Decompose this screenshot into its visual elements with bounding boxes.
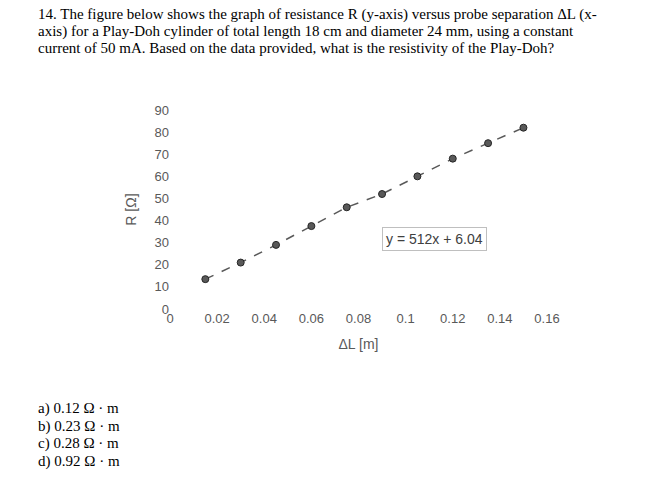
svg-text:60: 60 xyxy=(155,169,169,184)
svg-text:30: 30 xyxy=(155,235,169,250)
svg-text:40: 40 xyxy=(155,213,169,228)
svg-text:0.1: 0.1 xyxy=(397,311,415,326)
svg-text:10: 10 xyxy=(155,279,169,294)
html-text:b) 0.23 Ω · m: b) 0.23 Ω · m xyxy=(38,417,120,434)
html-text:axis) for a Play-Doh cylinder: axis) for a Play-Doh cylinder of total l… xyxy=(38,23,574,39)
svg-text:ΔL [m]: ΔL [m] xyxy=(339,336,379,352)
svg-text:80: 80 xyxy=(155,125,169,140)
svg-text:0: 0 xyxy=(162,302,169,317)
html-text:c) 0.28 Ω · m: c) 0.28 Ω · m xyxy=(38,435,119,451)
svg-text:0.02: 0.02 xyxy=(204,311,229,326)
svg-text:0.06: 0.06 xyxy=(299,311,324,326)
svg-text:0: 0 xyxy=(166,311,173,326)
html-text:a) 0.12 Ω · m: a) 0.12 Ω · m xyxy=(38,400,119,416)
svg-text:0.16: 0.16 xyxy=(534,311,559,326)
html-text:current of 50 mA. Based on the: current of 50 mA. Based on the data prov… xyxy=(38,40,555,56)
svg-text:0.12: 0.12 xyxy=(440,311,465,326)
svg-text:0.08: 0.08 xyxy=(346,311,371,326)
svg-text:70: 70 xyxy=(155,147,169,162)
html-text:14. The figure below shows the: 14. The figure below shows the graph of … xyxy=(38,6,597,22)
svg-text:50: 50 xyxy=(155,191,169,206)
svg-text:0.04: 0.04 xyxy=(252,311,277,326)
svg-text:20: 20 xyxy=(155,257,169,272)
svg-text:90: 90 xyxy=(155,103,169,118)
svg-text:R [Ω]: R [Ω] xyxy=(123,193,139,225)
svg-text:0.14: 0.14 xyxy=(487,311,512,326)
svg-text:y = 512x + 6.04: y = 512x + 6.04 xyxy=(386,231,483,247)
html-text:d) 0.92 Ω · m: d) 0.92 Ω · m xyxy=(38,452,120,469)
